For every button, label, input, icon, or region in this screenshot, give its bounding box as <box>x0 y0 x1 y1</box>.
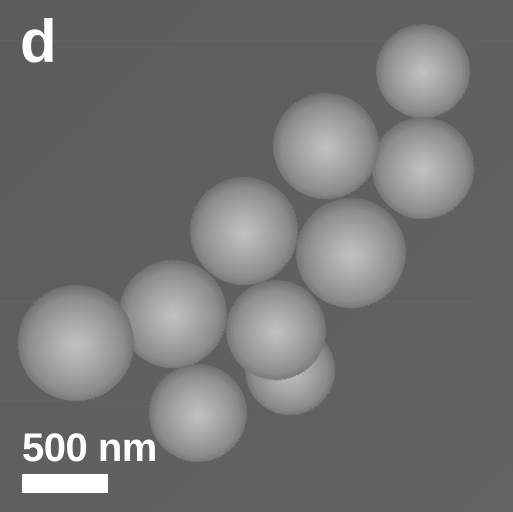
particle <box>190 177 298 285</box>
particle <box>273 93 379 199</box>
particle <box>226 280 326 380</box>
panel-label: d <box>20 8 57 75</box>
scale-bar-label: 500 nm <box>22 426 157 470</box>
scan-streak <box>0 40 513 42</box>
particle <box>119 260 227 368</box>
particle <box>296 198 406 308</box>
scan-streak <box>0 400 513 402</box>
scale-bar <box>22 474 108 493</box>
particle <box>18 285 134 401</box>
particle <box>372 117 474 219</box>
particle <box>149 364 247 462</box>
particle <box>376 24 470 118</box>
